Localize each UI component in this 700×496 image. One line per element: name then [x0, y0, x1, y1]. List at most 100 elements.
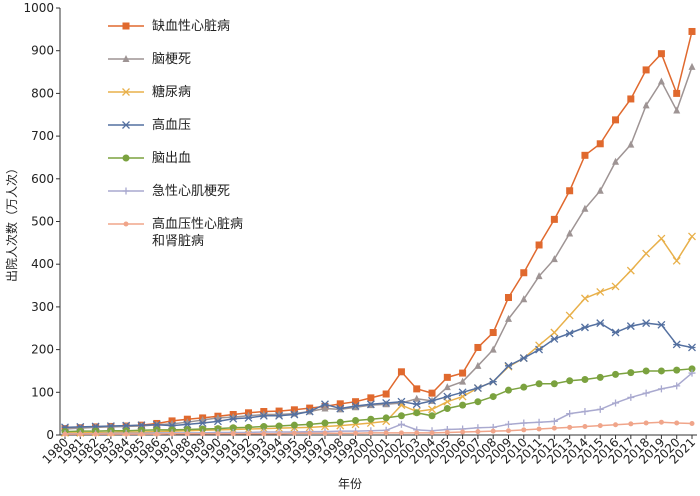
marker: [550, 334, 559, 343]
marker: [108, 431, 114, 437]
marker: [138, 431, 144, 437]
marker: [520, 295, 528, 303]
legend-item: 高血压: [108, 117, 248, 150]
marker: [566, 410, 574, 418]
y-axis-title: 出院人次数（万人次）: [4, 162, 19, 282]
marker: [520, 269, 528, 277]
legend-swatch: [108, 55, 144, 62]
marker: [137, 421, 146, 430]
marker: [489, 329, 497, 337]
legend-swatch: [108, 187, 144, 195]
marker: [673, 366, 681, 374]
marker: [673, 382, 681, 390]
marker: [412, 400, 421, 409]
marker: [352, 416, 360, 424]
marker: [674, 420, 680, 426]
marker: [504, 420, 512, 428]
marker: [336, 418, 344, 426]
marker: [581, 375, 589, 383]
marker: [612, 370, 620, 378]
marker: [397, 412, 405, 420]
marker: [613, 422, 619, 428]
marker: [353, 430, 359, 436]
x-axis-title: 年份: [338, 477, 362, 491]
legend-label: 高血压性心脏病和肾脏病: [152, 217, 244, 249]
marker: [382, 390, 390, 398]
legend-swatch: [108, 221, 144, 227]
marker: [123, 431, 129, 437]
marker: [428, 389, 436, 397]
marker: [596, 287, 605, 296]
marker: [368, 430, 374, 436]
marker: [229, 414, 238, 423]
marker: [580, 323, 589, 332]
marker: [444, 429, 450, 435]
marker: [475, 429, 481, 435]
marker: [688, 27, 696, 35]
marker: [443, 373, 451, 381]
marker: [521, 427, 527, 433]
legend: 缺血性心脏病 脑梗死 糖尿病 高血压 脑出血 急性心肌梗死 高血压性心脏病和肾脏病: [108, 18, 248, 249]
legend-swatch: [108, 121, 144, 129]
marker: [122, 154, 130, 162]
marker: [122, 55, 130, 62]
marker: [413, 409, 421, 417]
marker: [122, 421, 131, 430]
marker: [504, 314, 512, 322]
marker: [505, 428, 511, 434]
marker: [473, 384, 482, 392]
marker: [291, 430, 297, 436]
marker: [672, 256, 681, 265]
marker: [550, 255, 558, 263]
legend-label: 缺血性心脏病: [152, 19, 231, 34]
marker: [612, 399, 620, 407]
marker: [397, 397, 406, 406]
marker: [122, 187, 130, 195]
marker: [474, 398, 482, 406]
marker: [628, 421, 634, 427]
marker: [504, 361, 513, 370]
legend-label: 急性心肌梗死: [152, 184, 231, 199]
marker: [596, 186, 604, 194]
marker: [688, 343, 696, 352]
y-tick-label: 500: [31, 215, 54, 229]
marker: [229, 424, 237, 432]
marker: [459, 401, 467, 409]
marker: [259, 411, 268, 420]
marker: [474, 343, 482, 351]
y-tick-label: 600: [31, 172, 54, 186]
marker: [122, 121, 130, 129]
marker: [321, 400, 329, 409]
marker: [504, 294, 512, 302]
marker: [200, 431, 206, 437]
marker: [458, 388, 467, 397]
marker: [489, 393, 497, 401]
marker: [413, 394, 421, 402]
marker: [215, 431, 221, 437]
marker: [566, 229, 574, 237]
marker: [504, 386, 512, 394]
y-tick-label: 200: [31, 343, 54, 357]
marker: [336, 400, 344, 408]
marker: [567, 424, 573, 430]
y-tick-label: 800: [31, 86, 54, 100]
marker: [62, 431, 68, 437]
marker: [642, 66, 650, 74]
legend-label: 高血压: [152, 118, 192, 133]
marker: [657, 77, 665, 85]
marker: [351, 402, 360, 410]
marker: [275, 411, 284, 420]
legend-label: 脑梗死: [152, 52, 192, 67]
marker: [612, 116, 620, 124]
marker: [199, 425, 207, 433]
marker: [214, 425, 222, 433]
marker: [550, 328, 559, 337]
marker: [429, 430, 435, 436]
series-line: [64, 66, 693, 430]
marker: [169, 431, 175, 437]
marker: [657, 50, 665, 58]
marker: [627, 393, 635, 401]
marker: [642, 249, 651, 258]
marker: [657, 367, 665, 375]
marker: [627, 140, 635, 148]
